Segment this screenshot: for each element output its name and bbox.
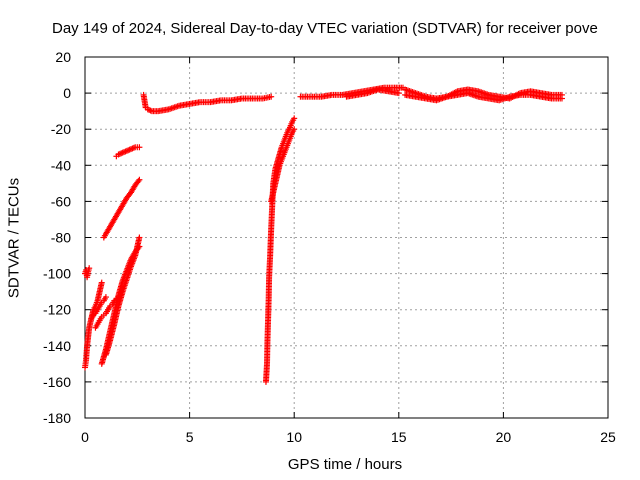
y-axis-label: SDTVAR / TECUs: [5, 177, 23, 299]
y-tick-label: -80: [51, 230, 71, 246]
data-point: [123, 147, 130, 154]
data-point: [86, 265, 93, 272]
y-tick-label: -160: [43, 374, 71, 390]
y-tick-label: 0: [63, 85, 71, 101]
data-point: [395, 90, 402, 97]
data-point: [98, 279, 105, 286]
data-point: [126, 146, 133, 153]
data-point: [130, 144, 137, 151]
y-tick-label: -180: [43, 410, 71, 426]
data-point: [122, 148, 129, 155]
data-point: [119, 149, 126, 156]
data-point: [115, 151, 122, 158]
y-tick-label: -20: [51, 121, 71, 137]
x-axis-label: GPS time / hours: [287, 456, 403, 473]
y-tick-label: 20: [55, 49, 71, 65]
data-point: [136, 144, 143, 151]
y-tick-label: -120: [43, 302, 71, 318]
data-point: [147, 107, 154, 114]
data-point: [116, 150, 123, 157]
y-tick-label: -40: [51, 157, 71, 173]
x-tick-label: 5: [186, 429, 194, 445]
y-tick-label: -60: [51, 193, 71, 209]
chart-title: Day 149 of 2024, Sidereal Day-to-day VTE…: [52, 20, 598, 37]
data-points: [82, 84, 565, 385]
data-point: [118, 150, 125, 157]
data-point: [146, 106, 153, 113]
data-point: [136, 234, 143, 241]
data-point: [121, 149, 128, 156]
x-tick-label: 20: [496, 429, 512, 445]
x-tick-label: 25: [600, 429, 616, 445]
y-tick-label: -100: [43, 266, 71, 282]
data-point: [268, 93, 275, 100]
x-tick-label: 0: [81, 429, 89, 445]
data-point: [128, 146, 135, 153]
data-point: [135, 178, 142, 185]
data-point: [102, 294, 109, 301]
data-point: [558, 95, 565, 102]
y-tick-label: -140: [43, 338, 71, 354]
x-tick-label: 15: [391, 429, 407, 445]
data-point: [291, 126, 298, 133]
data-point: [125, 147, 132, 154]
data-point: [129, 145, 136, 152]
data-point: [291, 115, 298, 122]
data-point: [136, 176, 143, 183]
axis-ticks: 0 5 10 15 20 25 20 0 -20 -40 -60 -80 -100 -120 -140 -16…: [43, 49, 616, 445]
x-tick-label: 10: [286, 429, 302, 445]
data-point: [144, 106, 151, 113]
